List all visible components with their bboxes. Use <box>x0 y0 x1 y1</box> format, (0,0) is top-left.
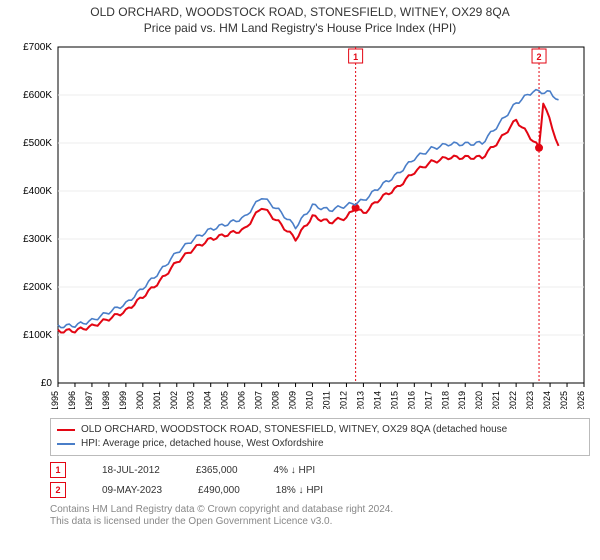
svg-text:1999: 1999 <box>118 391 128 409</box>
legend-swatch <box>57 443 75 445</box>
svg-text:2013: 2013 <box>355 391 365 409</box>
marker-date: 18-JUL-2012 <box>102 465 160 476</box>
svg-text:1996: 1996 <box>67 391 77 409</box>
svg-text:2004: 2004 <box>203 391 213 409</box>
svg-text:2025: 2025 <box>559 391 569 409</box>
marker-table: 1 18-JUL-2012 £365,000 4% ↓ HPI 2 09-MAY… <box>50 460 590 500</box>
svg-text:2020: 2020 <box>474 391 484 409</box>
svg-text:£700K: £700K <box>23 42 52 53</box>
footnote-line: This data is licensed under the Open Gov… <box>50 516 590 528</box>
svg-text:1998: 1998 <box>101 391 111 409</box>
svg-text:2021: 2021 <box>491 391 501 409</box>
svg-text:£400K: £400K <box>23 186 52 197</box>
svg-text:£0: £0 <box>41 378 53 389</box>
svg-text:2018: 2018 <box>440 391 450 409</box>
page-title: OLD ORCHARD, WOODSTOCK ROAD, STONESFIELD… <box>0 0 600 19</box>
svg-text:2003: 2003 <box>186 391 196 409</box>
svg-text:2009: 2009 <box>288 391 298 409</box>
svg-text:2012: 2012 <box>338 391 348 409</box>
legend-item: HPI: Average price, detached house, West… <box>57 437 583 451</box>
page-subtitle: Price paid vs. HM Land Registry's House … <box>0 19 600 39</box>
legend-item: OLD ORCHARD, WOODSTOCK ROAD, STONESFIELD… <box>57 423 583 437</box>
svg-text:2002: 2002 <box>169 391 179 409</box>
svg-text:1997: 1997 <box>84 391 94 409</box>
chart-container: £0 £100K £200K £300K £400K £500K £600K £700K 199… <box>8 39 592 412</box>
svg-text:2016: 2016 <box>406 391 416 409</box>
marker-row: 1 18-JUL-2012 £365,000 4% ↓ HPI <box>50 460 590 480</box>
svg-text:2008: 2008 <box>271 391 281 409</box>
svg-text:£500K: £500K <box>23 138 52 149</box>
svg-text:2001: 2001 <box>152 391 162 409</box>
svg-text:£200K: £200K <box>23 282 52 293</box>
marker-price: £365,000 <box>196 465 238 476</box>
marker-date: 09-MAY-2023 <box>102 485 162 496</box>
svg-text:£600K: £600K <box>23 90 52 101</box>
line-chart: £0 £100K £200K £300K £400K £500K £600K £700K 199… <box>8 39 592 409</box>
svg-text:2014: 2014 <box>372 391 382 409</box>
legend: OLD ORCHARD, WOODSTOCK ROAD, STONESFIELD… <box>50 418 590 456</box>
marker-badge: 1 <box>50 462 66 478</box>
marker-delta: 18% ↓ HPI <box>276 485 323 496</box>
svg-text:2: 2 <box>537 52 542 62</box>
svg-text:2005: 2005 <box>220 391 230 409</box>
footnote: Contains HM Land Registry data © Crown c… <box>50 504 590 528</box>
svg-text:2010: 2010 <box>305 391 315 409</box>
legend-label: OLD ORCHARD, WOODSTOCK ROAD, STONESFIELD… <box>81 423 507 437</box>
svg-text:1: 1 <box>353 52 358 62</box>
marker-badge: 2 <box>50 482 66 498</box>
marker-row: 2 09-MAY-2023 £490,000 18% ↓ HPI <box>50 480 590 500</box>
svg-text:2017: 2017 <box>423 391 433 409</box>
svg-text:1995: 1995 <box>50 391 60 409</box>
footnote-line: Contains HM Land Registry data © Crown c… <box>50 504 590 516</box>
legend-label: HPI: Average price, detached house, West… <box>81 437 324 451</box>
svg-text:2022: 2022 <box>508 391 518 409</box>
marker-price: £490,000 <box>198 485 240 496</box>
svg-text:2023: 2023 <box>525 391 535 409</box>
svg-text:2015: 2015 <box>389 391 399 409</box>
svg-text:2007: 2007 <box>254 391 264 409</box>
svg-text:2000: 2000 <box>135 391 145 409</box>
svg-text:2019: 2019 <box>457 391 467 409</box>
svg-text:2026: 2026 <box>576 391 586 409</box>
svg-text:2006: 2006 <box>237 391 247 409</box>
svg-text:£100K: £100K <box>23 330 52 341</box>
svg-text:£300K: £300K <box>23 234 52 245</box>
svg-text:2011: 2011 <box>321 391 331 409</box>
svg-text:2024: 2024 <box>542 391 552 409</box>
legend-swatch <box>57 429 75 431</box>
marker-delta: 4% ↓ HPI <box>274 465 316 476</box>
